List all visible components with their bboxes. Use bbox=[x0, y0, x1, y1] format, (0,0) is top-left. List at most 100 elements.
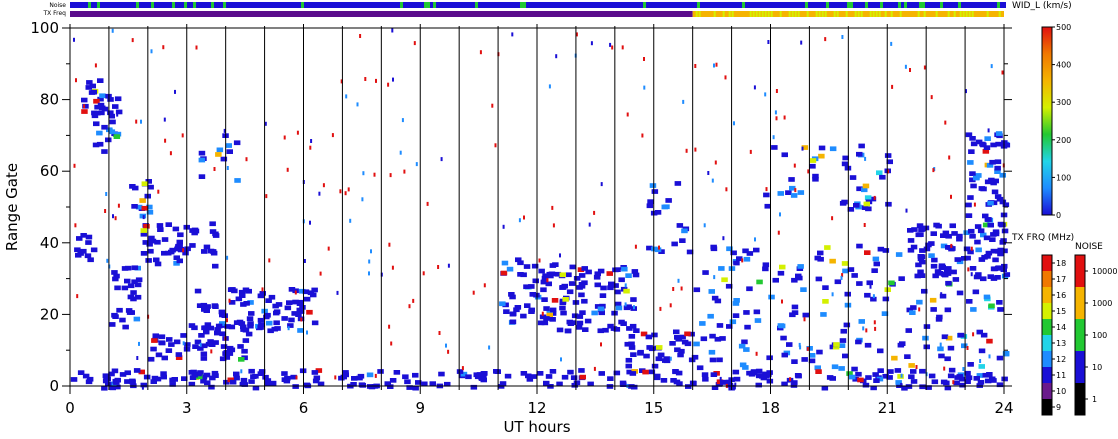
echo-cell bbox=[216, 147, 224, 153]
echo-cell bbox=[182, 341, 185, 346]
echo-cell bbox=[989, 376, 996, 382]
colorbar-swatch bbox=[1042, 303, 1052, 319]
echo-cell bbox=[949, 223, 956, 229]
echo-cell bbox=[437, 265, 440, 269]
echo-cell bbox=[988, 177, 995, 183]
echo-cell bbox=[93, 98, 100, 104]
echo-cell bbox=[412, 385, 419, 391]
echo-cell bbox=[956, 233, 963, 239]
noise-bar-cell bbox=[943, 2, 946, 8]
echo-cell bbox=[107, 110, 114, 116]
noise-bar-cell bbox=[757, 2, 760, 8]
noise-bar-cell bbox=[934, 2, 937, 8]
echo-cell bbox=[445, 343, 447, 348]
colorbar-tick-label: 16 bbox=[1056, 291, 1066, 300]
echo-cell bbox=[625, 273, 632, 278]
echo-cell bbox=[626, 112, 629, 117]
echo-cell bbox=[923, 65, 926, 70]
echo-cell bbox=[790, 383, 798, 388]
noise-bar-cell bbox=[634, 2, 637, 8]
echo-cell bbox=[200, 374, 208, 380]
echo-cell bbox=[399, 150, 402, 155]
echo-cell bbox=[241, 355, 248, 361]
echo-cell bbox=[781, 352, 788, 358]
noise-bar-cell bbox=[388, 2, 391, 8]
echo-cell bbox=[312, 378, 320, 384]
echo-cell bbox=[789, 185, 796, 191]
echo-cell bbox=[975, 247, 982, 253]
echo-cell bbox=[887, 369, 894, 374]
echo-cell bbox=[281, 377, 289, 382]
echo-cell bbox=[124, 379, 131, 384]
echo-cell bbox=[950, 243, 953, 248]
noise-bar-cell bbox=[145, 2, 148, 8]
colorbar-swatch bbox=[1042, 287, 1052, 303]
echo-cell bbox=[129, 184, 136, 189]
noise-bar-cell bbox=[283, 2, 286, 8]
echo-cell bbox=[203, 329, 210, 335]
echo-cell bbox=[987, 200, 994, 206]
echo-cell bbox=[198, 174, 206, 179]
noise-bar-cell bbox=[613, 2, 616, 8]
echo-cell bbox=[543, 306, 550, 311]
echo-cell bbox=[965, 375, 973, 381]
echo-cell bbox=[299, 288, 306, 294]
echo-cell bbox=[973, 376, 980, 381]
echo-cell bbox=[116, 112, 119, 117]
noise-colorbar-title: NOISE bbox=[1075, 242, 1103, 252]
echo-cell bbox=[156, 223, 164, 228]
echo-cell bbox=[633, 328, 640, 333]
echo-cell bbox=[146, 209, 154, 215]
echo-cell bbox=[972, 289, 980, 295]
noise-bar-cell bbox=[817, 2, 820, 8]
echo-cell bbox=[375, 78, 377, 83]
echo-cell bbox=[112, 276, 119, 282]
echo-cell bbox=[200, 302, 208, 308]
echo-cell bbox=[524, 303, 531, 308]
echo-cell bbox=[309, 145, 312, 150]
echo-cell bbox=[309, 220, 311, 225]
echo-cell bbox=[648, 369, 656, 375]
echo-cell bbox=[685, 384, 692, 389]
echo-cell bbox=[831, 364, 839, 370]
echo-cell bbox=[229, 379, 237, 385]
noise-bar-cell bbox=[646, 2, 649, 8]
echo-cell bbox=[606, 271, 613, 276]
noise-bar-cell bbox=[193, 2, 196, 8]
echo-cell bbox=[226, 166, 229, 170]
noise-bar-cell bbox=[514, 2, 517, 8]
echo-cell bbox=[609, 42, 612, 47]
txfreq-bar-cell bbox=[917, 11, 920, 17]
echo-cell bbox=[855, 339, 862, 345]
noise-bar-cell bbox=[619, 2, 622, 8]
echo-cell bbox=[987, 222, 994, 228]
echo-cell bbox=[540, 279, 548, 285]
colorbar-tick-label: 15 bbox=[1056, 307, 1066, 316]
echo-cell bbox=[621, 45, 624, 50]
echo-cell bbox=[824, 37, 827, 42]
echo-cell bbox=[106, 258, 109, 263]
echo-cell bbox=[631, 384, 638, 390]
echo-cell bbox=[275, 302, 283, 307]
echo-cell bbox=[165, 222, 172, 227]
noise-bar-cell bbox=[607, 2, 610, 8]
noise-bar-cell bbox=[334, 2, 337, 8]
echo-cell bbox=[543, 380, 550, 386]
noise-bar-cell bbox=[835, 2, 838, 8]
txfreq-bar-cell bbox=[698, 11, 701, 17]
echo-cell bbox=[76, 236, 83, 241]
echo-cell bbox=[559, 253, 561, 258]
colorbar-swatch bbox=[1042, 271, 1052, 287]
echo-cell bbox=[266, 320, 273, 326]
echo-cell bbox=[632, 272, 640, 278]
echo-cell bbox=[109, 119, 116, 125]
echo-cell bbox=[791, 380, 798, 385]
echo-cell bbox=[967, 249, 974, 255]
echo-cell bbox=[556, 327, 564, 333]
echo-cell bbox=[982, 213, 989, 219]
txfreq-status-bar bbox=[70, 11, 1004, 17]
noise-bar-cell bbox=[166, 2, 169, 8]
echo-cell bbox=[525, 373, 532, 379]
